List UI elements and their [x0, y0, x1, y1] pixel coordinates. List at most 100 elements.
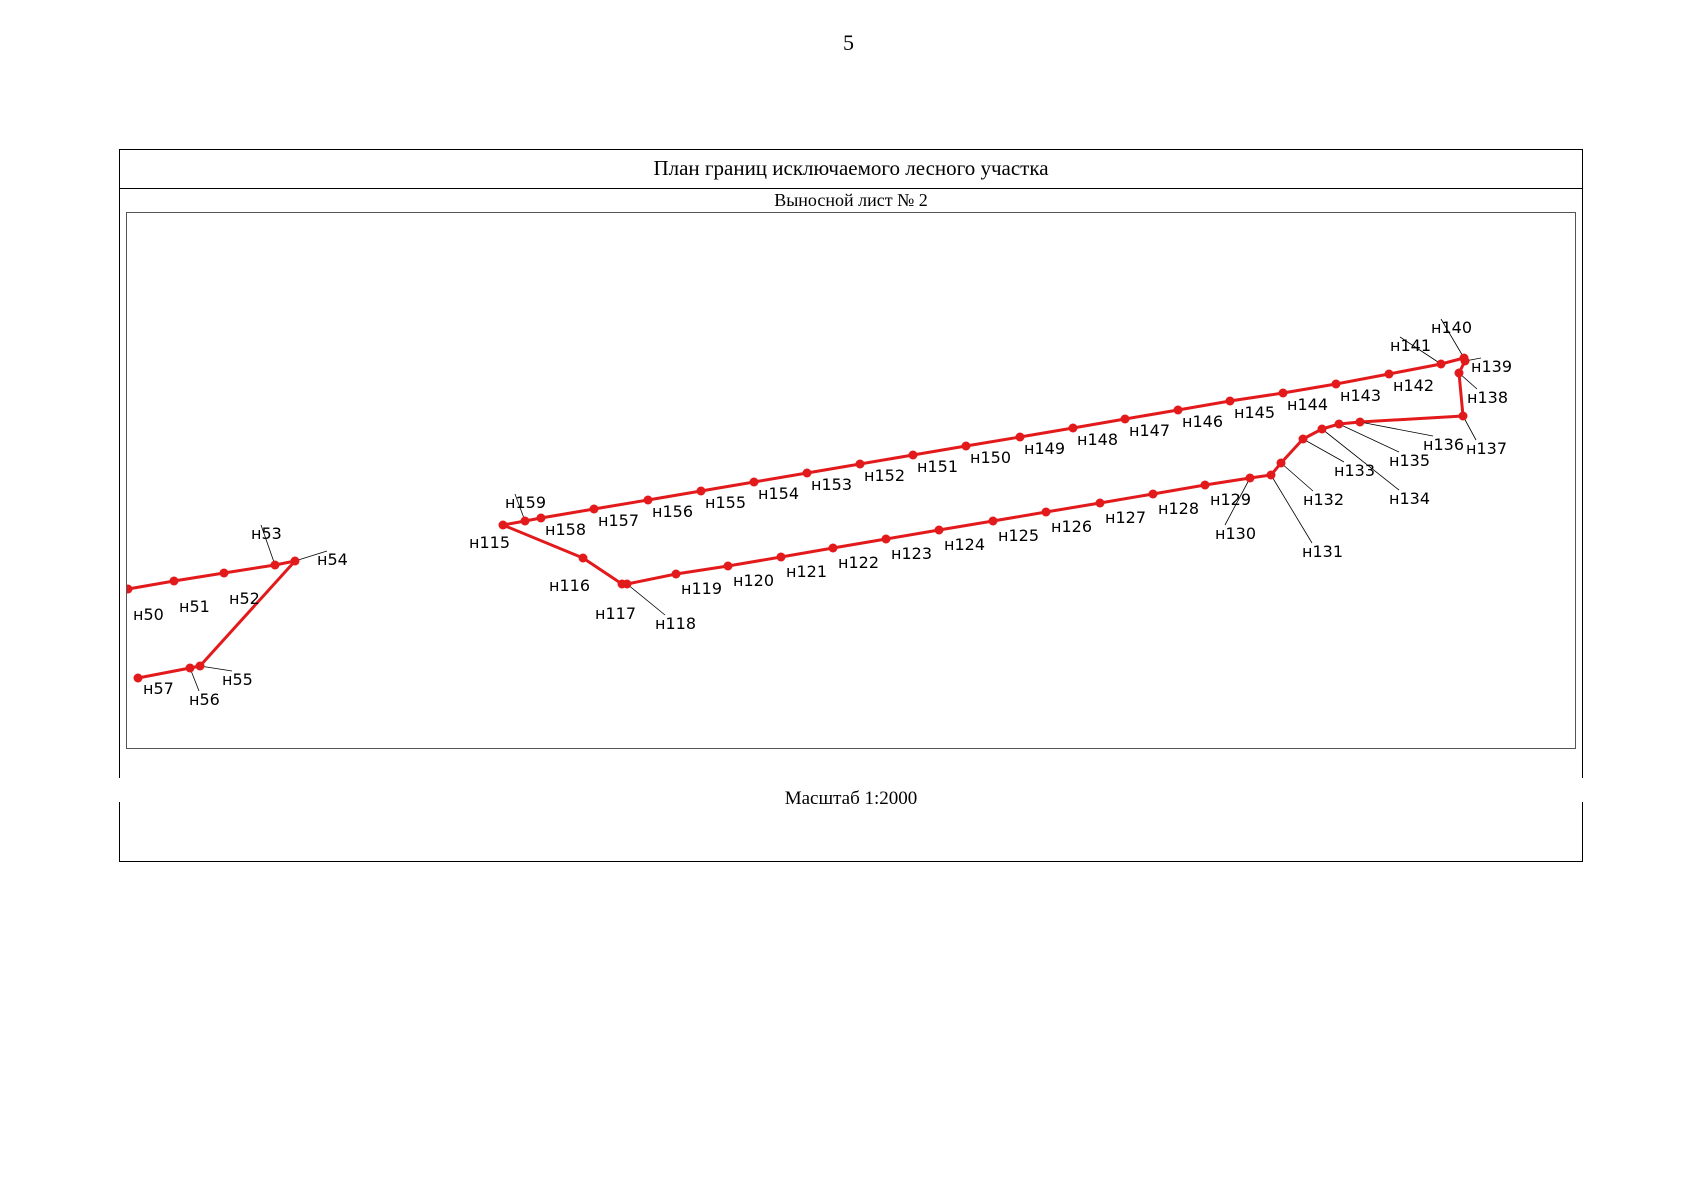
boundary-main: [502, 356, 1467, 586]
boundary-point-н54: [290, 556, 300, 566]
frame-gap-left: [118, 778, 124, 802]
point-label-н152: н152: [864, 466, 905, 485]
boundary-point-н141: [1436, 359, 1446, 369]
point-label-н118: н118: [655, 614, 696, 633]
point-label-н135: н135: [1389, 451, 1430, 470]
boundary-point-н123: [881, 534, 891, 544]
boundary-point-н136: [1355, 417, 1365, 427]
point-label-н155: н155: [705, 493, 746, 512]
point-label-н147: н147: [1129, 421, 1170, 440]
boundary-point-н53: [270, 560, 280, 570]
boundary-point-н155: [696, 486, 706, 496]
point-label-н116: н116: [549, 576, 590, 595]
boundary-point-н146: [1173, 405, 1183, 415]
leader-line-н131: [1270, 474, 1313, 544]
point-label-н115: н115: [469, 533, 510, 552]
leader-line-н53: [260, 524, 276, 566]
point-label-н149: н149: [1024, 439, 1065, 458]
leader-line-н54: [294, 550, 328, 562]
point-label-н138: н138: [1467, 388, 1508, 407]
boundary-point-н126: [1041, 507, 1051, 517]
point-label-н145: н145: [1234, 403, 1275, 422]
point-label-н140: н140: [1431, 318, 1472, 337]
boundary-point-н140: [1459, 353, 1469, 363]
boundary-point-н50: [127, 584, 133, 594]
boundary-point-н156: [643, 495, 653, 505]
boundary-point-н142: [1384, 369, 1394, 379]
point-label-н156: н156: [652, 502, 693, 521]
boundary-point-н148: [1068, 423, 1078, 433]
point-label-н57: н57: [143, 679, 174, 698]
point-label-н120: н120: [733, 571, 774, 590]
point-label-н141: н141: [1390, 336, 1431, 355]
plan-frame: План границ исключаемого лесного участка…: [118, 149, 1584, 862]
boundary-point-н154: [749, 477, 759, 487]
boundary-point-н116: [578, 553, 588, 563]
leader-line-н159: [514, 493, 526, 522]
point-label-н158: н158: [545, 520, 586, 539]
boundary-point-н159: [520, 516, 530, 526]
boundary-point-н120: [723, 561, 733, 571]
boundary-point-н138: [1454, 368, 1464, 378]
point-label-н125: н125: [998, 526, 1039, 545]
boundary-point-н132: [1276, 458, 1286, 468]
boundary-point-н130: [1245, 473, 1255, 483]
boundary-point-н145: [1225, 396, 1235, 406]
boundary-point-н147: [1120, 414, 1130, 424]
boundary-point-н125: [988, 516, 998, 526]
boundary-left-upper: [127, 559, 296, 591]
boundary-point-н143: [1331, 379, 1341, 389]
point-label-н54: н54: [317, 550, 348, 569]
boundary-point-н51: [169, 576, 179, 586]
leader-line-н136: [1359, 421, 1434, 437]
point-label-н121: н121: [786, 562, 827, 581]
leader-line-н55: [199, 665, 233, 672]
leader-line-н135: [1338, 423, 1400, 453]
leader-line-н118: [626, 583, 666, 616]
point-label-н51: н51: [179, 597, 210, 616]
point-label-н53: н53: [251, 524, 282, 543]
boundary-point-н131: [1266, 470, 1276, 480]
boundary-point-н144: [1278, 388, 1288, 398]
point-label-н142: н142: [1393, 376, 1434, 395]
boundary-point-н134: [1317, 424, 1327, 434]
leader-line-н133: [1302, 438, 1345, 463]
point-label-н150: н150: [970, 448, 1011, 467]
leader-line-н137: [1462, 415, 1477, 441]
boundary-point-н137: [1458, 411, 1468, 421]
point-label-н123: н123: [891, 544, 932, 563]
point-label-н126: н126: [1051, 517, 1092, 536]
frame-gap-right: [1578, 778, 1584, 802]
point-label-н55: н55: [222, 670, 253, 689]
plan-title: План границ исключаемого лесного участка: [120, 150, 1582, 189]
boundary-point-н152: [855, 459, 865, 469]
point-label-н130: н130: [1215, 524, 1256, 543]
point-label-н148: н148: [1077, 430, 1118, 449]
point-label-н52: н52: [229, 589, 260, 608]
point-label-н124: н124: [944, 535, 985, 554]
point-label-н129: н129: [1210, 490, 1251, 509]
point-label-н159: н159: [505, 493, 546, 512]
point-label-н144: н144: [1287, 395, 1328, 414]
boundary-point-н121: [776, 552, 786, 562]
boundary-map: н50 н51 н52 н53 н54 н55 н56 н57 н115 н116 н117 н118…: [126, 212, 1576, 749]
boundary-point-н122: [828, 543, 838, 553]
boundary-point-н153: [802, 468, 812, 478]
boundary-point-н124: [934, 525, 944, 535]
boundary-point-н55: [195, 661, 205, 671]
point-label-н134: н134: [1389, 489, 1430, 508]
boundary-point-н118: [622, 579, 632, 589]
boundary-point-н135: [1334, 419, 1344, 429]
boundary-point-н150: [961, 441, 971, 451]
leader-line-н140: [1440, 318, 1465, 359]
boundary-point-н149: [1015, 432, 1025, 442]
boundary-point-н157: [589, 504, 599, 514]
point-label-н151: н151: [917, 457, 958, 476]
point-label-н132: н132: [1303, 490, 1344, 509]
point-label-н139: н139: [1471, 357, 1512, 376]
point-label-н119: н119: [681, 579, 722, 598]
page-number: 5: [843, 30, 854, 55]
boundary-point-н56: [185, 663, 195, 673]
point-label-н131: н131: [1302, 542, 1343, 561]
